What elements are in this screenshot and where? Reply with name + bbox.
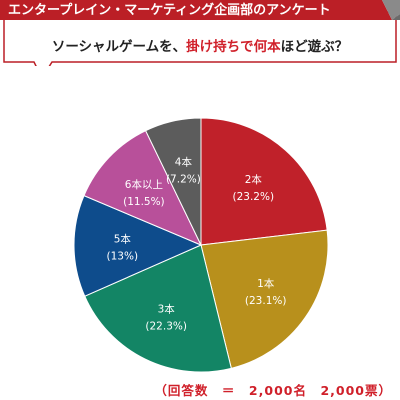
slice-label-2: 1本: [257, 277, 275, 290]
slice-label-4: 5本: [114, 233, 132, 246]
survey-question: ソーシャルゲームを、掛け持ちで何本ほど遊ぶ？: [0, 35, 400, 55]
question-suffix: ほど遊ぶ？: [280, 39, 349, 55]
question-highlight: 掛け持ちで何本: [186, 39, 281, 55]
pie-slice-4: [73, 194, 203, 297]
title-bar-flap-shadow: [392, 14, 400, 20]
title-bar-flap: [382, 0, 400, 20]
title-bar: [0, 0, 392, 20]
pie-slice-3: [84, 244, 232, 373]
slice-percent-1: (23.2%): [233, 191, 275, 203]
pie-slice-5: [83, 130, 203, 246]
slice-percent-2: (23.1%): [245, 295, 287, 307]
slice-label-6: 4本: [175, 155, 193, 168]
speech-bubble: [3, 11, 397, 66]
slice-percent-3: (22.3%): [145, 321, 187, 333]
banner-title: エンタープレイン・マーケティング企画部のアンケート: [8, 3, 331, 18]
slice-label-1: 2本: [245, 173, 263, 186]
slice-percent-6: (7.2%): [166, 173, 201, 185]
pie-slice-6: [144, 117, 202, 246]
slice-percent-4: (13%): [107, 251, 139, 263]
slice-label-5: 6本以上: [125, 178, 163, 191]
response-count: （回答数 ＝ 2,000名 2,000票）: [154, 383, 392, 398]
header-banner-shape: [0, 0, 400, 66]
pie-slice-1: [200, 117, 328, 246]
slice-label-3: 3本: [158, 303, 176, 316]
header-banner: エンタープレイン・マーケティング企画部のアンケート: [0, 0, 400, 66]
pie-slice-2: [200, 229, 329, 369]
slice-percent-5: (11.5%): [123, 196, 165, 208]
question-prefix: ソーシャルゲームを、: [51, 39, 187, 55]
